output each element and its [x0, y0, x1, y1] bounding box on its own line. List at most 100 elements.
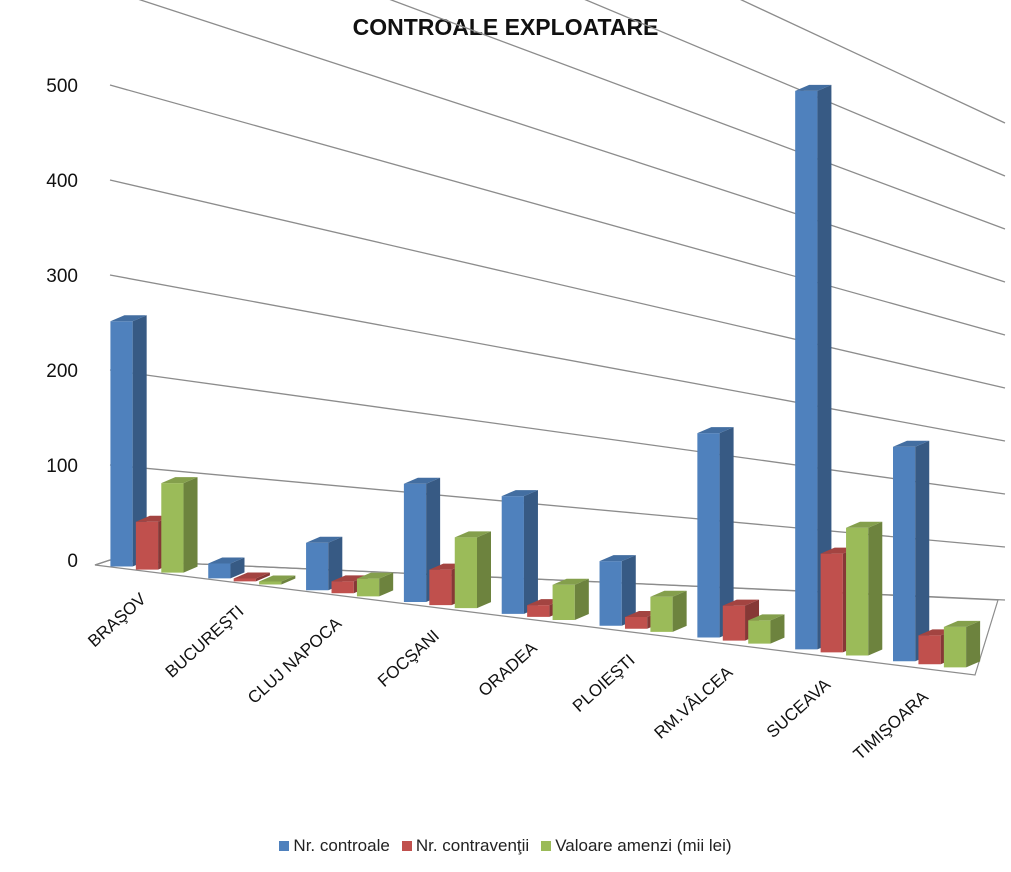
y-tick-label: 200	[46, 361, 78, 382]
bar-top	[208, 557, 245, 564]
y-tick-label: 300	[46, 266, 78, 287]
bar	[161, 477, 198, 573]
bar	[650, 590, 687, 632]
bar-side	[817, 84, 832, 650]
bar-side	[672, 590, 687, 632]
bar	[893, 440, 930, 662]
bar-front	[208, 563, 231, 579]
bar-side	[621, 555, 636, 626]
bar-front	[527, 605, 550, 617]
bar-front	[748, 620, 771, 644]
bar-side	[770, 614, 785, 644]
bar-side	[523, 490, 538, 614]
bar-front	[403, 483, 427, 603]
bar-top	[846, 521, 883, 528]
bar-side	[255, 572, 270, 582]
legend-swatch	[401, 841, 412, 851]
bar-front	[943, 626, 967, 668]
bar-top	[722, 599, 760, 606]
x-tick-label: BUCUREŞTI	[162, 602, 248, 682]
bar-front	[331, 581, 354, 594]
bar-side	[966, 620, 981, 668]
bar-chart-3d: 0100200300400500600700800900 BRAŞOVBUCUR…	[46, 0, 1006, 764]
bar	[501, 490, 538, 614]
gridline	[389, 0, 1006, 230]
bar-front	[356, 578, 380, 597]
legend-swatch	[541, 841, 552, 851]
legend-item: Nr. controale	[279, 836, 390, 856]
bar-front	[161, 483, 184, 573]
y-tick-label: 500	[46, 76, 78, 97]
y-tick-label: 0	[67, 551, 78, 572]
x-tick-label: FOCŞANI	[374, 626, 443, 691]
bar	[233, 572, 270, 582]
bar-front	[552, 584, 575, 621]
bar	[943, 620, 981, 668]
bar-front	[820, 553, 843, 653]
gridline	[109, 84, 1006, 336]
bar-front	[429, 569, 452, 606]
bar-front	[697, 433, 720, 638]
gridlines	[109, 0, 1006, 601]
bar-top	[552, 578, 589, 585]
bar-front	[306, 542, 329, 591]
bar-front	[722, 605, 746, 641]
bar	[748, 614, 785, 644]
bar	[599, 555, 636, 626]
x-tick-label: RM.VÂLCEA	[651, 662, 737, 742]
bar-front	[599, 561, 622, 626]
bar-top	[403, 477, 441, 484]
gridline	[109, 274, 1006, 442]
bar-front	[259, 581, 282, 585]
legend-item: Nr. contravenţii	[401, 836, 529, 856]
bar	[697, 427, 734, 638]
bar-top	[233, 572, 270, 579]
bar-side	[132, 315, 147, 567]
bar-top	[748, 614, 785, 621]
x-tick-label: SUCEAVA	[763, 674, 835, 741]
bar-top	[161, 477, 198, 484]
bar-top	[650, 590, 687, 597]
bars	[110, 84, 981, 668]
gridline	[138, 0, 1006, 283]
chart-title: CONTROALE EXPLOATARE	[352, 14, 659, 40]
x-tick-label: TIMIŞOARA	[850, 687, 933, 764]
x-tick-label: PLOIEŞTI	[569, 650, 639, 715]
bar-side	[915, 440, 930, 662]
bar-top	[893, 440, 930, 447]
bar-top	[356, 572, 394, 579]
y-tick-label: 600	[46, 0, 78, 2]
bar-top	[795, 84, 832, 91]
bar	[259, 575, 296, 585]
bar	[795, 84, 832, 650]
bar-front	[846, 527, 869, 656]
bar-side	[328, 536, 343, 591]
bar-top	[697, 427, 734, 434]
bar-top	[454, 531, 491, 538]
bar-top	[259, 575, 296, 582]
floor-edge	[94, 559, 111, 566]
bar-top	[501, 490, 538, 497]
bar-top	[306, 536, 343, 543]
bar-front	[624, 617, 648, 629]
x-tick-label: ORADEA	[475, 638, 542, 701]
gridline	[584, 0, 1006, 177]
bar-front	[893, 446, 916, 662]
x-tick-label: CLUJ NAPOCA	[244, 613, 346, 707]
bar-front	[918, 635, 941, 665]
bar-top	[331, 575, 368, 582]
bar	[356, 572, 394, 597]
bar-side	[183, 477, 198, 573]
bar-top	[599, 555, 636, 562]
bar	[110, 315, 147, 567]
bar	[454, 531, 491, 609]
legend: Nr. controale Nr. contravenţii Valoare ame…	[0, 836, 1011, 856]
y-tick-label: 400	[46, 171, 78, 192]
legend-swatch	[279, 841, 290, 851]
bar-side	[719, 427, 734, 638]
legend-label: Valoare amenzi (mii lei)	[555, 836, 732, 855]
bar-side	[574, 578, 589, 621]
bar-front	[501, 496, 524, 614]
bar-side	[230, 557, 245, 579]
bar-top	[943, 620, 981, 627]
